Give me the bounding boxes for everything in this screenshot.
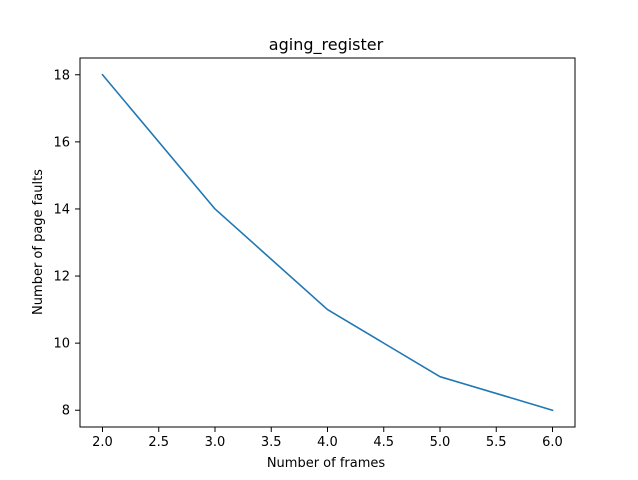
y-tick-label: 12: [53, 270, 70, 285]
y-tick-label: 14: [53, 202, 70, 217]
series-layer: [101, 73, 554, 412]
y-axis-label: Number of page faults: [31, 169, 46, 315]
x-tick-label: 4.5: [373, 435, 394, 450]
x-tick-label: 5.0: [430, 435, 451, 450]
x-tick-label: 5.5: [486, 435, 507, 450]
y-tick-label: 8: [62, 404, 70, 419]
x-tick-label: 6.0: [542, 435, 563, 450]
x-axis-ticks: 2.0 2.5 3.0 3.5 4.0 4.5 5.0 5.5 6.0: [92, 427, 563, 450]
x-tick-label: 4.0: [317, 435, 338, 450]
y-tick-label: 10: [53, 337, 70, 352]
chart-title: aging_register: [269, 35, 384, 55]
x-tick-label: 3.5: [261, 435, 282, 450]
x-tick-label: 2.5: [148, 435, 169, 450]
x-axis-label: Number of frames: [267, 456, 386, 471]
y-axis-ticks: 8 10 12 14 16 18: [53, 68, 80, 419]
x-tick-label: 3.0: [205, 435, 226, 450]
y-tick-label: 18: [53, 68, 70, 83]
x-tick-label: 2.0: [92, 435, 113, 450]
y-tick-label: 16: [53, 135, 70, 150]
